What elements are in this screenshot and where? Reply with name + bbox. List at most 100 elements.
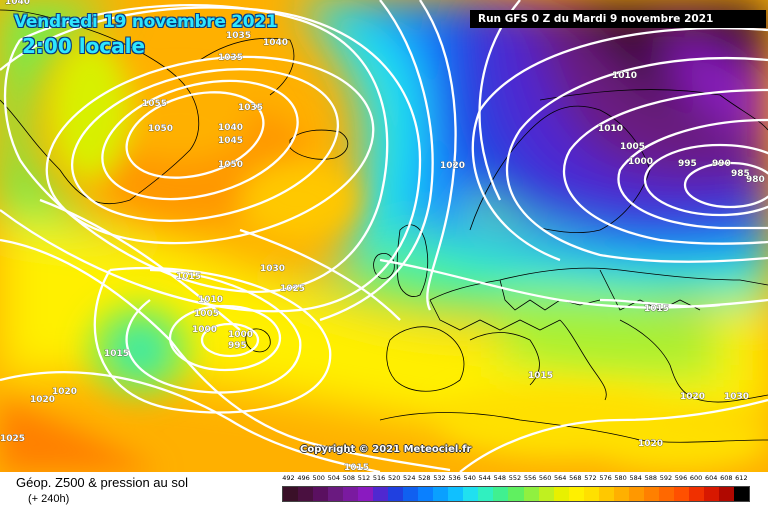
pressure-label: 1025 — [280, 284, 305, 294]
legend-swatch — [373, 487, 389, 501]
pressure-label: 1020 — [440, 161, 465, 171]
pressure-label: 1035 — [218, 53, 243, 63]
pressure-label: 980 — [746, 175, 765, 185]
legend-swatch — [613, 487, 629, 501]
legend-value: 564 — [554, 474, 567, 482]
pressure-label: 1025 — [0, 434, 25, 444]
copyright: Copyright © 2021 Meteociel.fr — [300, 444, 472, 455]
legend-value: 596 — [674, 474, 688, 482]
pressure-label: 1000 — [628, 157, 653, 167]
pressure-label: 1010 — [598, 124, 623, 134]
legend-swatch — [658, 487, 674, 501]
pressure-label: 990 — [712, 159, 731, 169]
legend-value: 608 — [720, 474, 733, 482]
legend-swatch — [313, 487, 329, 501]
map-title: Géop. Z500 & pression au sol — [16, 475, 188, 490]
legend-swatch — [598, 487, 614, 501]
legend-swatch — [358, 487, 374, 501]
forecast-range: (+ 240h) — [28, 493, 70, 505]
pressure-label: 1040 — [218, 123, 243, 133]
legend-swatch — [478, 487, 494, 501]
legend-value: 584 — [629, 474, 642, 482]
legend-swatch — [433, 487, 449, 501]
legend-value: 592 — [659, 474, 673, 482]
pressure-label: 1035 — [226, 31, 251, 41]
isobars — [0, 0, 768, 472]
legend-swatch — [523, 487, 539, 501]
pressure-label: 985 — [731, 169, 750, 179]
legend-value: 568 — [569, 474, 582, 482]
legend-value: 536 — [448, 474, 461, 482]
legend-value: 612 — [735, 474, 748, 482]
legend-value: 520 — [387, 474, 401, 482]
pressure-label: 1040 — [5, 0, 30, 7]
legend-swatch — [283, 487, 299, 501]
legend-swatch — [733, 487, 749, 501]
legend-value: 576 — [599, 474, 612, 482]
legend-swatch — [703, 487, 719, 501]
legend-swatch — [688, 487, 704, 501]
legend-swatch — [628, 487, 644, 501]
legend-swatch — [643, 487, 659, 501]
legend-swatch — [538, 487, 554, 501]
legend-swatch — [298, 487, 314, 501]
pressure-label: 1045 — [218, 136, 243, 146]
legend-value: 580 — [614, 474, 627, 482]
legend-swatch — [553, 487, 569, 501]
legend-swatch — [673, 487, 689, 501]
legend-swatch — [493, 487, 509, 501]
legend-value: 548 — [493, 474, 507, 482]
legend-value: 552 — [508, 474, 522, 482]
z500-shading-detail — [0, 40, 768, 472]
pressure-label: 995 — [228, 341, 247, 351]
legend-swatch — [388, 487, 404, 501]
pressure-label: 1015 — [644, 304, 669, 314]
pressure-label: 1020 — [52, 387, 77, 397]
legend-value: 544 — [478, 474, 491, 482]
legend-swatch — [508, 487, 524, 501]
pressure-label: 1030 — [260, 264, 285, 274]
forecast-date: Vendredi 19 novembre 2021 — [14, 12, 278, 32]
pressure-label: 1010 — [612, 71, 637, 81]
pressure-label: 1000 — [228, 330, 253, 340]
legend-swatch — [328, 487, 344, 501]
legend-swatch — [463, 487, 479, 501]
map-footer: Géop. Z500 & pression au sol (+ 240h) 49… — [0, 472, 768, 512]
legend-value: 600 — [689, 474, 703, 482]
legend-value: 532 — [433, 474, 446, 482]
legend-value: 528 — [418, 474, 431, 482]
pressure-label: 1015 — [176, 272, 201, 282]
pressure-label: 1015 — [104, 349, 129, 359]
pressure-label: 1030 — [724, 392, 749, 402]
legend-value: 540 — [463, 474, 476, 482]
pressure-label: 1055 — [142, 99, 167, 109]
legend-value: 496 — [297, 474, 310, 482]
pressure-label: 1035 — [238, 103, 263, 113]
pressure-label: 1005 — [194, 309, 219, 319]
coastlines — [0, 9, 768, 443]
pressure-label: 1050 — [148, 124, 173, 134]
run-info: Run GFS 0 Z du Mardi 9 novembre 2021 — [470, 10, 766, 28]
legend-swatch — [568, 487, 584, 501]
legend-value: 504 — [327, 474, 340, 482]
map-canvas: 1040 1035 1040 1035 1055 1050 1040 1045 … — [0, 0, 768, 472]
color-legend — [282, 486, 750, 502]
legend-value: 492 — [282, 474, 295, 482]
pressure-label: 1015 — [344, 463, 369, 472]
legend-swatch — [718, 487, 734, 501]
legend-value: 588 — [644, 474, 658, 482]
legend-swatch — [448, 487, 464, 501]
legend-swatch — [403, 487, 419, 501]
weather-map: 1040 1035 1040 1035 1055 1050 1040 1045 … — [0, 0, 768, 472]
legend-swatch — [343, 487, 359, 501]
legend-value: 500 — [312, 474, 325, 482]
pressure-label: 1020 — [680, 392, 705, 402]
pressure-labels: 1040 1035 1040 1035 1055 1050 1040 1045 … — [0, 0, 765, 472]
legend-value: 560 — [538, 474, 552, 482]
legend-value: 516 — [372, 474, 386, 482]
legend-swatch — [418, 487, 434, 501]
pressure-label: 1020 — [638, 439, 663, 449]
pressure-label: 1005 — [620, 142, 645, 152]
legend-value: 524 — [403, 474, 416, 482]
legend-value: 604 — [704, 474, 718, 482]
